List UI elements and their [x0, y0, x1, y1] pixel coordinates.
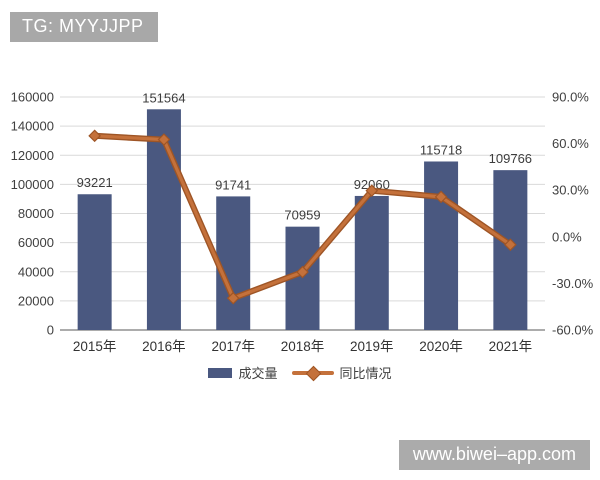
right-axis-tick-label: -60.0% [552, 323, 594, 338]
x-axis-label: 2018年 [281, 339, 325, 354]
left-axis-tick-label: 100000 [11, 177, 54, 192]
x-axis-label: 2021年 [489, 339, 533, 354]
diamond-marker-icon [504, 238, 517, 252]
bar-value-label: 93221 [77, 175, 113, 190]
diamond-marker-icon [88, 129, 101, 143]
x-axis-label: 2015年 [73, 339, 117, 354]
left-axis-tick-label: 20000 [18, 293, 54, 308]
diamond-marker-icon [365, 184, 379, 198]
legend-label-volume: 成交量 [238, 366, 278, 381]
right-axis-tick-label: 0.0% [552, 229, 582, 244]
x-axis-label: 2017年 [211, 339, 255, 354]
bar [77, 194, 112, 330]
left-axis-tick-label: 60000 [18, 235, 54, 250]
left-axis-tick-label: 160000 [11, 90, 54, 105]
legend-item-volume: 成交量 [208, 363, 278, 382]
diamond-marker-icon [305, 365, 321, 381]
watermark-badge: www.biwei–app.com [398, 440, 590, 470]
chart-area: 0 20000 40000 60000 80000 100000 120000 140000 1… [0, 60, 600, 390]
tag-badge-text: TG: MYYJJPP [22, 16, 144, 36]
left-axis-tick-label: 80000 [18, 206, 54, 221]
bar-value-label: 151564 [142, 90, 185, 105]
x-axis-label: 2020年 [419, 339, 463, 354]
chart-legend: 成交量 同比情况 [0, 363, 600, 382]
watermark-text: www.biwei–app.com [412, 444, 576, 464]
bar [424, 161, 459, 330]
bar [216, 196, 251, 330]
line-series-swatch [291, 365, 334, 381]
left-axis-tick-label: 120000 [11, 148, 54, 163]
right-axis-tick-label: 90.0% [552, 90, 589, 105]
bar-value-label: 109766 [489, 151, 532, 166]
bar-series-swatch [208, 367, 233, 378]
legend-label-yoy: 同比情况 [339, 366, 392, 381]
diamond-marker-icon [157, 133, 171, 146]
bar-value-label: 70959 [284, 208, 320, 223]
right-axis-tick-label: 60.0% [552, 136, 589, 151]
combo-chart: 0 20000 40000 60000 80000 100000 120000 140000 1… [11, 90, 594, 355]
bar-value-label: 115718 [420, 142, 462, 157]
diamond-marker-icon [296, 265, 309, 279]
left-axis-tick-label: 40000 [18, 264, 54, 279]
right-axis-tick-label: -30.0% [552, 276, 594, 291]
bar-value-label: 91741 [215, 177, 251, 192]
right-axis-tick-label: 30.0% [552, 183, 589, 198]
x-axis-label: 2019年 [350, 339, 394, 354]
tag-badge: TG: MYYJJPP [10, 12, 158, 42]
diamond-marker-icon [434, 190, 448, 204]
x-axis-label: 2016年 [142, 339, 186, 354]
left-axis-tick-label: 0 [47, 323, 54, 338]
diamond-marker-icon [226, 291, 240, 305]
left-axis-tick-label: 140000 [11, 119, 54, 134]
legend-item-yoy: 同比情况 [291, 363, 392, 382]
bar [354, 195, 389, 330]
